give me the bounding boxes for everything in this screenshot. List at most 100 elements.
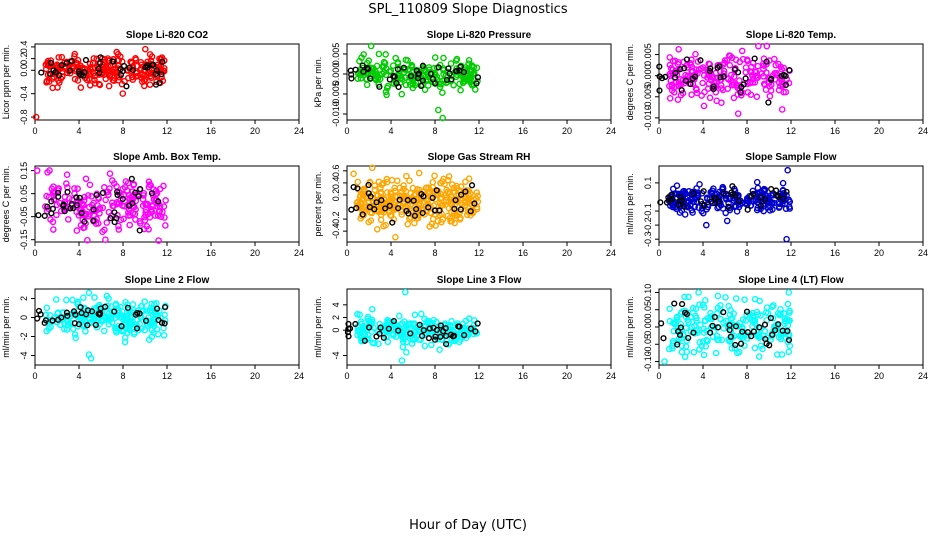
data-point — [703, 336, 710, 344]
y-tick-label: -0.005 — [331, 81, 341, 107]
data-point — [421, 315, 428, 323]
reference-point — [152, 70, 159, 78]
reference-point — [54, 189, 62, 196]
data-point — [401, 288, 409, 296]
data-point — [443, 194, 451, 201]
data-point — [444, 212, 452, 220]
data-point — [465, 56, 473, 64]
reference-point — [785, 336, 793, 344]
panel-5: Slope Gas Stream RH percent per min. 0 4 8 12… — [313, 152, 616, 258]
data-point — [409, 80, 417, 88]
reference-point — [710, 85, 717, 93]
reference-point — [382, 205, 389, 212]
data-point — [126, 324, 133, 332]
data-point — [373, 225, 381, 233]
data-point — [80, 294, 87, 301]
reference-point — [710, 83, 717, 90]
data-point — [105, 191, 112, 199]
reference-point — [659, 75, 666, 82]
data-point — [74, 60, 81, 67]
panel-4: Slope Amb. Box Temp. degrees C per min. 0 4… — [1, 152, 304, 258]
reference-point — [445, 65, 452, 72]
reference-point — [715, 198, 722, 205]
reference-point — [82, 56, 90, 64]
data-point — [700, 102, 708, 110]
data-point — [383, 189, 391, 196]
reference-point — [672, 69, 679, 77]
panel-3: Slope Li-820 Temp. degrees C per min. 0 4 8 1… — [625, 30, 928, 136]
data-point — [157, 62, 165, 69]
data-point — [474, 192, 481, 200]
data-point — [117, 314, 125, 321]
reference-point — [727, 333, 734, 340]
reference-point — [76, 194, 83, 201]
reference-point — [68, 57, 75, 65]
data-point — [115, 222, 122, 230]
reference-point — [687, 80, 694, 88]
data-point — [463, 67, 471, 74]
reference-point — [350, 183, 357, 191]
reference-point — [107, 215, 114, 222]
reference-point — [432, 207, 439, 214]
data-point — [100, 184, 108, 191]
reference-point — [732, 341, 739, 349]
data-point — [456, 80, 463, 88]
x-tick-label: 8 — [744, 248, 749, 258]
data-points — [34, 289, 169, 362]
reference-point — [419, 77, 426, 84]
y-tick-label: 0.2 — [19, 52, 29, 65]
data-point — [696, 181, 703, 188]
data-point — [391, 184, 398, 192]
data-point — [741, 296, 748, 303]
reference-point — [64, 188, 71, 196]
reference-point — [111, 209, 118, 216]
data-point — [148, 333, 156, 341]
data-point — [434, 106, 442, 114]
reference-point — [78, 309, 85, 317]
data-point — [43, 327, 50, 335]
y-tick-label: 0.005 — [643, 43, 653, 66]
data-point — [121, 184, 129, 191]
reference-point — [75, 68, 83, 75]
reference-point — [352, 66, 359, 73]
data-point — [473, 189, 481, 196]
data-point — [382, 51, 389, 58]
data-point — [443, 186, 450, 194]
reference-point — [93, 192, 100, 199]
reference-point — [677, 324, 684, 331]
reference-point — [63, 309, 70, 316]
reference-point — [443, 332, 450, 340]
data-point — [350, 170, 357, 178]
data-point — [764, 309, 772, 317]
data-point — [84, 236, 91, 244]
x-tick-label: 0 — [32, 248, 37, 258]
x-tick-label: 20 — [250, 248, 260, 258]
data-point — [708, 313, 715, 320]
reference-point — [64, 312, 71, 319]
data-points — [33, 167, 169, 244]
data-point — [738, 47, 746, 55]
panel-title: Slope Line 2 Flow — [125, 275, 210, 286]
data-point — [775, 60, 782, 68]
data-point — [431, 172, 438, 180]
data-point — [718, 336, 726, 344]
data-point — [149, 305, 157, 312]
x-tick-label: 12 — [786, 126, 796, 136]
data-point — [147, 181, 154, 189]
data-point — [756, 297, 763, 305]
y-tick-label: 0.000 — [331, 63, 341, 86]
data-point — [709, 187, 716, 195]
reference-point — [679, 300, 686, 308]
data-point — [665, 345, 673, 353]
data-point — [732, 202, 740, 210]
data-point — [409, 84, 417, 92]
data-point — [699, 79, 706, 87]
reference-point — [725, 203, 732, 210]
data-point — [85, 71, 93, 78]
data-point — [681, 293, 688, 301]
data-point — [782, 205, 790, 213]
data-point — [382, 88, 390, 96]
data-point — [770, 199, 778, 207]
panel-9: Slope Line 4 (LT) Flow ml/min per min. 0 4 8… — [625, 275, 928, 381]
reference-point — [365, 190, 372, 197]
